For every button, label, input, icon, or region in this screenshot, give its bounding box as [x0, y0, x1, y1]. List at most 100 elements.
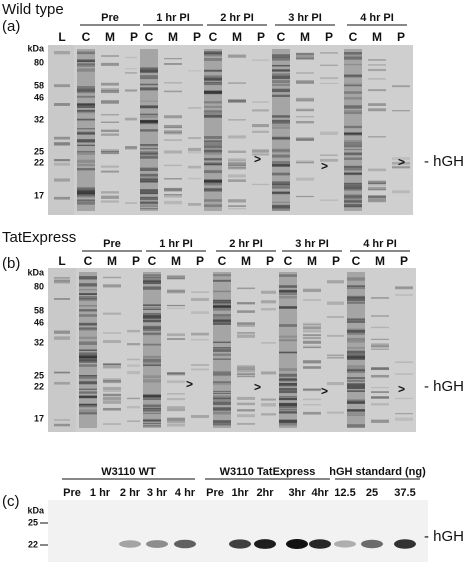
band	[79, 375, 97, 377]
band	[344, 91, 362, 94]
marker-label: 80	[34, 281, 44, 291]
band	[204, 111, 222, 114]
band	[143, 304, 161, 307]
band	[140, 196, 158, 198]
band	[79, 295, 97, 300]
band	[368, 183, 386, 186]
blot-bg	[48, 500, 428, 562]
band	[167, 372, 185, 376]
band	[237, 369, 255, 373]
marker-label: 32	[34, 337, 44, 347]
band	[344, 185, 362, 188]
band	[79, 404, 97, 406]
band	[279, 402, 297, 406]
band	[143, 328, 161, 332]
band	[143, 418, 161, 423]
group-label: Pre	[101, 12, 119, 24]
marker-label: 22	[34, 157, 44, 167]
band	[79, 353, 97, 355]
band	[395, 361, 413, 363]
band	[54, 371, 70, 374]
band-label: - hGH	[424, 528, 464, 545]
band	[79, 381, 97, 385]
band	[213, 392, 231, 395]
band	[140, 145, 158, 147]
panel-title: Wild type	[2, 1, 64, 18]
band	[77, 88, 95, 92]
band	[213, 302, 231, 306]
band	[101, 150, 119, 155]
band	[54, 419, 70, 421]
band	[125, 117, 143, 121]
band	[320, 158, 338, 162]
lane-label: C	[148, 254, 157, 268]
band	[272, 208, 290, 211]
band	[344, 185, 362, 187]
band	[77, 132, 95, 134]
band	[344, 74, 362, 77]
band	[371, 396, 389, 398]
band	[395, 413, 413, 415]
band	[103, 378, 121, 382]
band	[327, 356, 345, 359]
band	[272, 69, 290, 72]
band	[101, 170, 119, 173]
band	[140, 75, 158, 79]
band	[54, 178, 70, 180]
band	[392, 162, 410, 165]
band	[54, 330, 70, 334]
band	[204, 142, 222, 147]
band	[54, 103, 70, 106]
band	[143, 408, 161, 410]
band	[344, 188, 362, 191]
band	[167, 406, 185, 410]
band	[77, 189, 95, 191]
band	[103, 332, 121, 334]
lane-label: M	[171, 254, 181, 268]
band	[77, 105, 95, 109]
band	[143, 316, 161, 320]
band	[228, 167, 246, 170]
lane-label: P	[130, 30, 138, 44]
band	[79, 341, 97, 345]
band	[237, 422, 255, 425]
band	[344, 53, 362, 55]
band	[228, 201, 246, 204]
lane-label: P	[400, 254, 408, 268]
band	[167, 423, 185, 427]
band	[204, 170, 222, 174]
band	[103, 393, 121, 397]
band	[368, 198, 386, 202]
band	[140, 197, 158, 200]
band	[103, 276, 121, 279]
band	[347, 330, 365, 333]
gel-bg	[137, 45, 209, 215]
band	[77, 187, 95, 190]
band	[54, 51, 70, 55]
lane-label: 4 hr	[175, 487, 196, 499]
group-label: W3110 WT	[101, 466, 156, 478]
panel-label: (b)	[2, 255, 20, 272]
lane-smear	[77, 49, 95, 211]
band	[237, 414, 255, 418]
band	[368, 189, 386, 191]
marker-label: 46	[34, 92, 44, 102]
band	[228, 162, 246, 167]
band	[204, 158, 222, 161]
band	[347, 277, 365, 281]
lane-label: C	[349, 30, 358, 44]
band	[140, 119, 158, 122]
band	[54, 336, 70, 340]
band	[371, 297, 389, 299]
arrow: >	[254, 380, 261, 394]
band	[347, 296, 365, 299]
band	[347, 409, 365, 411]
band	[140, 208, 158, 210]
band	[54, 381, 70, 385]
band	[140, 77, 158, 80]
band	[279, 379, 297, 382]
band	[77, 103, 95, 106]
band	[204, 141, 222, 143]
band	[79, 293, 97, 296]
band	[272, 136, 290, 140]
